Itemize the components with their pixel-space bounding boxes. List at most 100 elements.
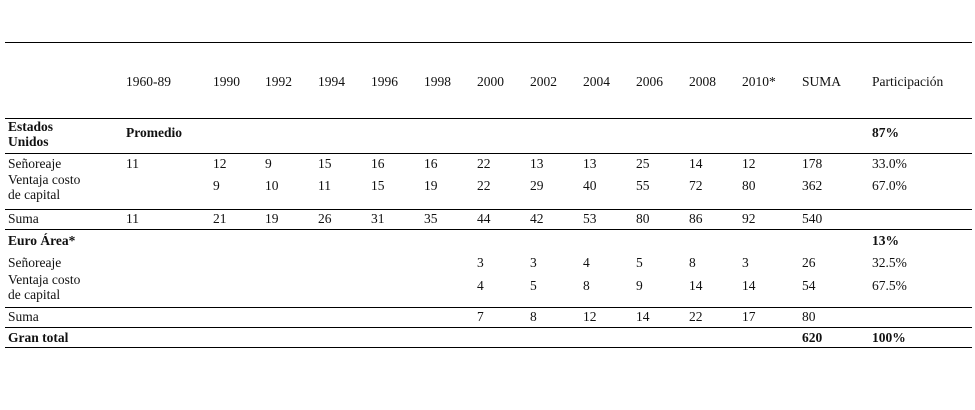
column-header: 1960-89 xyxy=(126,73,171,89)
column-header: 2006 xyxy=(636,73,663,89)
rule xyxy=(5,209,972,210)
cell: 9 xyxy=(636,277,643,293)
cell: 22 xyxy=(689,308,703,324)
cell: 19 xyxy=(424,177,438,193)
cell: 40 xyxy=(583,177,597,193)
row-label: Estados xyxy=(8,119,54,134)
cell: 11 xyxy=(318,177,331,193)
cell: 3 xyxy=(742,254,749,270)
cell: 540 xyxy=(802,210,823,226)
cell: 67.0% xyxy=(872,177,907,193)
cell: 26 xyxy=(802,254,816,270)
cell: 11 xyxy=(126,155,139,171)
cell: 8 xyxy=(583,277,590,293)
cell: 14 xyxy=(636,308,650,324)
column-header: 2004 xyxy=(583,73,610,89)
rule xyxy=(5,229,972,230)
row-label: Gran total xyxy=(8,329,69,345)
column-header: 2010* xyxy=(742,73,776,89)
row-label: Señoreaje xyxy=(8,254,62,270)
cell: 13% xyxy=(872,232,899,248)
cell: 12 xyxy=(583,308,597,324)
cell: 178 xyxy=(802,155,823,171)
cell: 17 xyxy=(742,308,756,324)
cell: 35 xyxy=(424,210,438,226)
cell: 16 xyxy=(424,155,438,171)
cell: 31 xyxy=(371,210,385,226)
cell: 53 xyxy=(583,210,597,226)
cell: 8 xyxy=(530,308,537,324)
rule xyxy=(5,327,972,328)
cell: 55 xyxy=(636,177,650,193)
cell: 15 xyxy=(318,155,332,171)
column-header: 1992 xyxy=(265,73,292,89)
cell: 4 xyxy=(583,254,590,270)
cell: 13 xyxy=(530,155,544,171)
cell: 14 xyxy=(689,277,703,293)
row-label: Ventaja costo xyxy=(8,172,81,187)
column-header: 1998 xyxy=(424,73,451,89)
cell: 80 xyxy=(802,308,816,324)
cell: 25 xyxy=(636,155,650,171)
cell: 11 xyxy=(126,210,139,226)
column-header: 2008 xyxy=(689,73,716,89)
cell: 32.5% xyxy=(872,254,907,270)
cell: 13 xyxy=(583,155,597,171)
cell: 3 xyxy=(477,254,484,270)
rule xyxy=(5,118,972,119)
cell: 12 xyxy=(742,155,756,171)
cell: 4 xyxy=(477,277,484,293)
rule xyxy=(5,347,972,348)
cell: 87% xyxy=(872,124,899,140)
row-label: Unidos xyxy=(8,134,49,149)
cell: 620 xyxy=(802,329,823,345)
row-label: de capital xyxy=(8,187,61,202)
cell: 92 xyxy=(742,210,756,226)
cell: 100% xyxy=(872,329,906,345)
column-header: SUMA xyxy=(802,73,842,89)
column-header: Participación xyxy=(872,73,944,89)
rule xyxy=(5,307,972,308)
row-label: Ventaja costo xyxy=(8,272,81,287)
cell: 54 xyxy=(802,277,816,293)
column-header: 2002 xyxy=(530,73,557,89)
cell: 10 xyxy=(265,177,279,193)
cell: 14 xyxy=(742,277,756,293)
rule xyxy=(5,153,972,154)
cell: 15 xyxy=(371,177,385,193)
row-label: de capital xyxy=(8,287,61,302)
cell: 12 xyxy=(213,155,227,171)
cell: 80 xyxy=(742,177,756,193)
row-label: Euro Área* xyxy=(8,232,76,248)
cell: 22 xyxy=(477,177,491,193)
cell: 33.0% xyxy=(872,155,907,171)
cell: 3 xyxy=(530,254,537,270)
cell: 362 xyxy=(802,177,823,193)
cell: 19 xyxy=(265,210,279,226)
cell: 42 xyxy=(530,210,544,226)
cell: 5 xyxy=(530,277,537,293)
cell: 7 xyxy=(477,308,484,324)
cell: 8 xyxy=(689,254,696,270)
cell: 44 xyxy=(477,210,491,226)
cell: 9 xyxy=(265,155,272,171)
column-header: 2000 xyxy=(477,73,504,89)
cell: 14 xyxy=(689,155,703,171)
column-header: 1994 xyxy=(318,73,345,89)
cell: 67.5% xyxy=(872,277,907,293)
column-header: 1996 xyxy=(371,73,398,89)
cell: 5 xyxy=(636,254,643,270)
row-label: Suma xyxy=(8,210,39,226)
cell: 86 xyxy=(689,210,703,226)
cell: 26 xyxy=(318,210,332,226)
row-label: Suma xyxy=(8,308,39,324)
cell: 80 xyxy=(636,210,650,226)
cell: 29 xyxy=(530,177,544,193)
column-header: 1990 xyxy=(213,73,240,89)
cell: 22 xyxy=(477,155,491,171)
cell: 21 xyxy=(213,210,227,226)
cell: 16 xyxy=(371,155,385,171)
rule xyxy=(5,42,972,43)
cell: Promedio xyxy=(126,124,182,140)
